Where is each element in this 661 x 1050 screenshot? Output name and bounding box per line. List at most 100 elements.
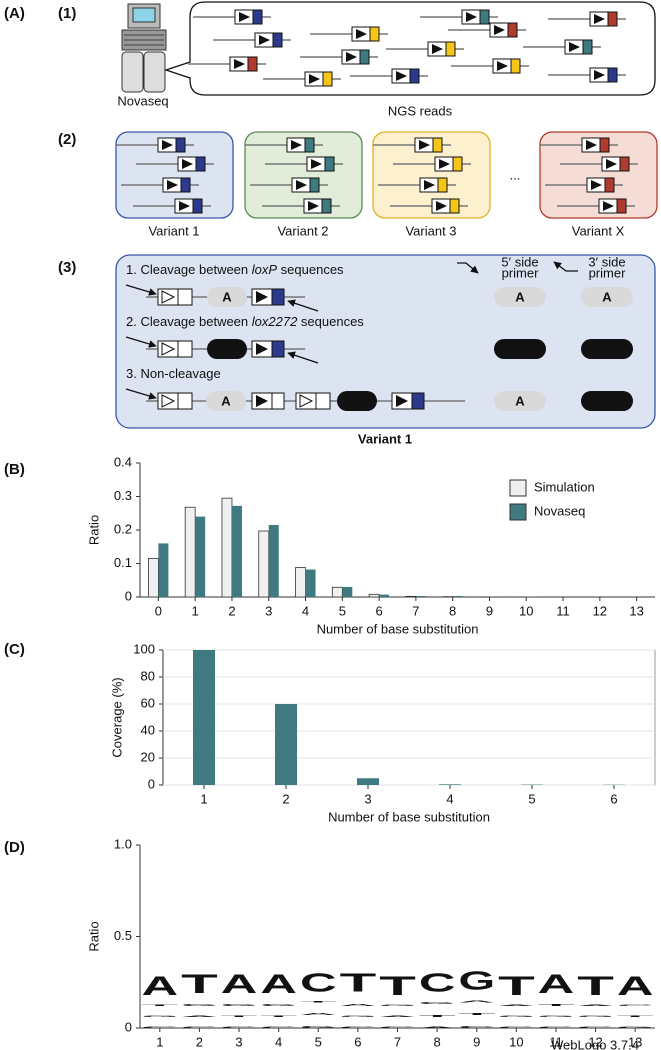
read-tag — [445, 41, 456, 57]
step-title: 2. Cleavage between lox2272 sequences — [126, 314, 364, 329]
read-arrow — [419, 140, 430, 150]
logo-letter: G — [181, 1004, 218, 1007]
x-tick-label: 4 — [446, 791, 453, 806]
x-tick-label: 13 — [629, 603, 643, 618]
logo-letter: T — [379, 972, 416, 1002]
logo-letter: C — [260, 1026, 300, 1028]
read-arrow — [594, 70, 605, 80]
caption: Variant 1 — [358, 431, 412, 446]
annotation: WebLogo 3.7.4 — [551, 1037, 639, 1050]
read-tag — [180, 177, 191, 193]
read-tag — [510, 58, 521, 74]
bar — [342, 586, 353, 597]
y-tick-label: 40 — [141, 722, 155, 737]
step-label: (2) — [58, 131, 76, 148]
y-tick-label: 1.0 — [114, 836, 132, 851]
primer — [287, 351, 319, 364]
logo-letter: G — [379, 1004, 417, 1006]
bar — [305, 569, 316, 597]
title-part: 2. Cleavage between — [126, 314, 252, 329]
logo-letter: A — [498, 1004, 538, 1006]
primer-label: 3′ side — [588, 254, 625, 269]
logo-letter: G — [221, 1004, 258, 1007]
logo-letter: T — [340, 970, 378, 999]
title-part: 3. Non-cleavage — [126, 366, 221, 381]
legend-swatch — [509, 503, 527, 521]
read-arrow — [591, 180, 602, 190]
x-tick-label: 12 — [588, 1034, 602, 1049]
x-tick-label: 5 — [315, 1034, 322, 1049]
primer-label: 5′ side — [501, 254, 538, 269]
variant-label: Variant 3 — [405, 223, 456, 238]
x-tick-label: 0 — [155, 603, 162, 618]
x-tick-label: 11 — [549, 1034, 563, 1049]
machine — [143, 51, 166, 93]
site-arrow — [161, 342, 176, 356]
legend-label: Novaseq — [534, 503, 585, 518]
logo-letter: T — [221, 1015, 258, 1017]
x-tick-label: 3 — [235, 1034, 242, 1049]
logo-letter: C — [379, 1026, 419, 1028]
logo-letter: G — [300, 1026, 337, 1029]
primer-label: primer — [502, 265, 540, 280]
machine — [132, 7, 156, 23]
variant-label: Variant 2 — [277, 223, 328, 238]
read-tag — [619, 156, 630, 172]
read-tag — [192, 198, 203, 214]
read-tag — [607, 67, 618, 83]
read-arrow — [424, 180, 435, 190]
logo-letter: A — [221, 971, 258, 1000]
variant-box — [115, 254, 656, 429]
y-tick-label: 0.3 — [114, 488, 132, 503]
read-arrow — [586, 140, 597, 150]
read-tag — [604, 177, 615, 193]
y-axis-label: Coverage (%) — [109, 677, 124, 757]
read-arrow — [182, 159, 193, 169]
logo-letter: C — [300, 970, 337, 999]
read-tag — [616, 198, 627, 214]
step-title: 3. Non-cleavage — [126, 366, 221, 381]
title-part: 1. Cleavage between — [126, 262, 252, 277]
site-arrow — [256, 395, 268, 407]
x-tick-label: 7 — [412, 603, 419, 618]
product-label: B — [352, 393, 361, 408]
primer-icon — [553, 261, 578, 272]
machine-label: Novaseq — [117, 93, 168, 108]
read-arrow — [167, 180, 178, 190]
bar — [405, 595, 417, 598]
x-tick-label: 9 — [486, 603, 493, 618]
bar — [452, 595, 463, 597]
bar — [489, 596, 500, 597]
read-tag — [309, 177, 320, 193]
y-tick-label: 20 — [141, 749, 155, 764]
machine — [121, 51, 144, 93]
logo-letter: G — [340, 1015, 378, 1017]
logo-letter: T — [617, 1015, 654, 1017]
read-tag — [369, 26, 380, 42]
primer — [125, 336, 157, 348]
y-axis-label: Ratio — [86, 921, 101, 951]
title-part: lox2272 — [252, 314, 298, 329]
logo-letter: A — [419, 1026, 459, 1028]
logo-letter: T — [142, 1004, 179, 1006]
read-tag — [409, 68, 420, 84]
logo-letter: C — [617, 1004, 657, 1006]
read-tag — [322, 71, 333, 87]
x-tick-label: 2 — [228, 603, 235, 618]
site-arrow — [256, 343, 268, 355]
variant-box — [244, 131, 363, 219]
primer-label: primer — [589, 265, 627, 280]
logo-letter: T — [181, 971, 218, 1000]
x-tick-label: 6 — [354, 1034, 361, 1049]
logo-letter: T — [577, 972, 614, 1002]
bar — [231, 505, 242, 597]
read-arrow — [346, 52, 357, 62]
product-label: B — [515, 341, 524, 356]
read-tag — [252, 9, 263, 25]
primer — [287, 299, 319, 312]
read-arrow — [234, 59, 245, 69]
x-tick-label: 7 — [394, 1034, 401, 1049]
logo-letter: A — [538, 971, 575, 1000]
read-arrow — [569, 42, 580, 52]
